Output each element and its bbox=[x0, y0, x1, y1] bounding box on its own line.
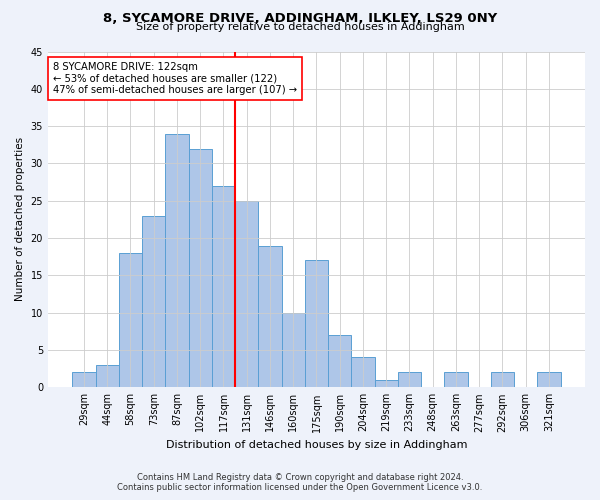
Bar bbox=[119, 253, 142, 388]
Bar bbox=[95, 365, 119, 388]
Bar bbox=[328, 335, 352, 388]
Text: 8, SYCAMORE DRIVE, ADDINGHAM, ILKLEY, LS29 0NY: 8, SYCAMORE DRIVE, ADDINGHAM, ILKLEY, LS… bbox=[103, 12, 497, 26]
Text: Size of property relative to detached houses in Addingham: Size of property relative to detached ho… bbox=[136, 22, 464, 32]
Bar bbox=[398, 372, 421, 388]
Bar bbox=[538, 372, 560, 388]
Bar bbox=[73, 372, 95, 388]
Bar bbox=[352, 358, 374, 388]
Bar bbox=[212, 186, 235, 388]
Y-axis label: Number of detached properties: Number of detached properties bbox=[15, 138, 25, 302]
Bar bbox=[259, 246, 281, 388]
Bar bbox=[188, 148, 212, 388]
Bar bbox=[235, 200, 259, 388]
Bar bbox=[491, 372, 514, 388]
Bar bbox=[445, 372, 467, 388]
Bar bbox=[281, 312, 305, 388]
Text: 8 SYCAMORE DRIVE: 122sqm
← 53% of detached houses are smaller (122)
47% of semi-: 8 SYCAMORE DRIVE: 122sqm ← 53% of detach… bbox=[53, 62, 298, 95]
Text: Contains HM Land Registry data © Crown copyright and database right 2024.
Contai: Contains HM Land Registry data © Crown c… bbox=[118, 473, 482, 492]
Bar bbox=[374, 380, 398, 388]
Bar bbox=[166, 134, 188, 388]
Bar bbox=[142, 216, 166, 388]
X-axis label: Distribution of detached houses by size in Addingham: Distribution of detached houses by size … bbox=[166, 440, 467, 450]
Bar bbox=[305, 260, 328, 388]
